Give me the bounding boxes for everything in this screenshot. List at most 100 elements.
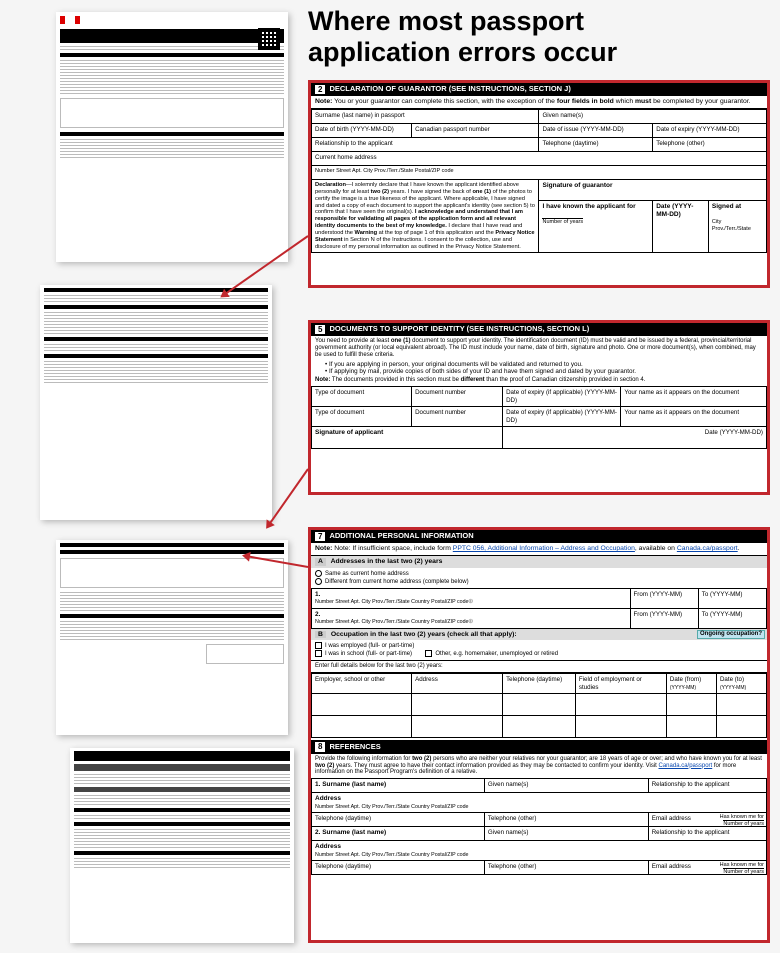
addr-row1: 1. — [315, 591, 320, 598]
section5-bullet2: • If applying by mail, provide copies of… — [311, 368, 767, 375]
link-canada-passport2[interactable]: Canada.ca/passport — [659, 763, 713, 769]
radio-same-address[interactable] — [315, 570, 322, 577]
section2-header: 2 DECLARATION OF GUARANTOR (SEE INSTRUCT… — [311, 83, 767, 96]
ref1-surname: 1. Surname (last name) — [315, 781, 386, 788]
ref2-surname: 2. Surname (last name) — [315, 829, 386, 836]
chk-employed[interactable] — [315, 642, 322, 649]
plus-icon: ⊕ — [468, 598, 473, 605]
section5-intro: You need to provide at least one (1) doc… — [311, 336, 767, 361]
section7-header: 7 ADDITIONAL PERSONAL INFORMATION — [311, 530, 767, 543]
section8-title: REFERENCES — [329, 743, 380, 752]
lbl-doctype1: Type of document — [315, 389, 364, 396]
section7a-options: Same as current home address Different f… — [311, 568, 767, 588]
lbl-sig-guarantor: Signature of guarantor — [542, 182, 612, 189]
col-datefrom: Date (from) — [670, 676, 701, 683]
plus-icon: ⊕ — [468, 618, 473, 625]
lbl-nameon2: Your name as it appears on the document — [624, 409, 739, 416]
lbl-known-for: I have known the applicant for — [542, 203, 635, 210]
lbl-curaddr: Current home address — [315, 154, 377, 161]
qr-code-icon — [258, 28, 280, 50]
ongoing-occupation-button[interactable]: Ongoing occupation? — [697, 630, 765, 639]
section5-header: 5 DOCUMENTS TO SUPPORT IDENTITY (SEE INS… — [311, 323, 767, 336]
section7b-grid: Employer, school or other Address Teleph… — [311, 673, 767, 738]
lbl-from2: From (YYYY-MM) — [634, 611, 683, 618]
section5-bullet1: • If you are applying in person, your or… — [311, 361, 767, 368]
lbl-nameon1: Your name as it appears on the document — [624, 389, 739, 396]
ref1-years: Number of years — [723, 820, 764, 827]
ref2-telday: Telephone (daytime) — [315, 863, 371, 870]
section7a-grid: 1. ⊕ Number Street Apt. City Prov./Terr.… — [311, 588, 767, 629]
lbl-to1: To (YYYY-MM) — [702, 591, 743, 598]
panel-section2: 2 DECLARATION OF GUARANTOR (SEE INSTRUCT… — [308, 80, 770, 288]
section7b-header: B Occupation in the last two (2) years (… — [311, 629, 767, 641]
section7-title: ADDITIONAL PERSONAL INFORMATION — [329, 532, 473, 541]
ref1-addr: Address — [315, 795, 341, 802]
lbl-telother: Telephone (other) — [656, 140, 705, 147]
section7-number: 7 — [315, 532, 325, 541]
section8-number: 8 — [315, 742, 325, 751]
lbl-dob: Date of birth (YYYY-MM-DD) — [315, 126, 394, 133]
lbl-doctype2: Type of document — [315, 409, 364, 416]
section2-title: DECLARATION OF GUARANTOR (SEE INSTRUCTIO… — [329, 85, 570, 94]
section7b-label: Occupation in the last two (2) years (ch… — [331, 631, 517, 638]
col-dateto: Date (to) — [720, 676, 744, 683]
ref1-telday: Telephone (daytime) — [315, 815, 371, 822]
section7a-header: A Addresses in the last two (2) years — [311, 556, 767, 568]
lbl-city: City — [712, 219, 721, 225]
link-canada-passport[interactable]: Canada.ca/passport — [677, 545, 738, 552]
lbl-surname: Surname (last name) in passport — [315, 112, 405, 119]
ref1-email: Email address — [652, 815, 691, 822]
thumb-page2 — [40, 285, 272, 520]
radio-diff-address[interactable] — [315, 578, 322, 585]
section7b-enter: Enter full details below for the last tw… — [311, 660, 767, 673]
page-title: Where most passport application errors o… — [308, 6, 617, 68]
lbl-issue: Date of issue (YYYY-MM-DD) — [542, 126, 623, 133]
lbl-relation: Relationship to the applicant — [315, 140, 393, 147]
lbl-docno2: Document number — [415, 409, 466, 416]
ref2-telother: Telephone (other) — [488, 863, 537, 870]
lbl-sigapp: Signature of applicant — [315, 429, 383, 436]
section5-number: 5 — [315, 325, 325, 334]
ref1-given: Given name(s) — [488, 781, 529, 788]
lbl-expiry: Date of expiry (YYYY-MM-DD) — [656, 126, 739, 133]
section8-header: 8 REFERENCES — [311, 740, 767, 753]
lbl-sigdate: Date (YYYY-MM-DD) — [656, 203, 693, 217]
section2-number: 2 — [315, 85, 325, 94]
section5-title: DOCUMENTS TO SUPPORT IDENTITY (SEE INSTR… — [329, 325, 589, 334]
col-address: Address — [415, 676, 438, 683]
ref2-rel: Relationship to the applicant — [652, 829, 730, 836]
lbl-docno1: Document number — [415, 389, 466, 396]
thumb-page4 — [70, 748, 294, 943]
ref2-years: Number of years — [723, 868, 764, 875]
ref1-rel: Relationship to the applicant — [652, 781, 730, 788]
ref2-given: Given name(s) — [488, 829, 529, 836]
lbl-telday: Telephone (daytime) — [542, 140, 598, 147]
title-line1: Where most passport — [308, 6, 584, 36]
lbl-docexp1: Date of expiry (if applicable) (YYYY-MM-… — [506, 389, 617, 403]
lbl-given: Given name(s) — [542, 112, 583, 119]
lbl-sigapp-date: Date (YYYY-MM-DD) — [705, 429, 763, 436]
thumb-page3 — [56, 540, 288, 735]
lbl-prov: Prov./Terr./State — [712, 226, 751, 232]
section8-intro: Provide the following information for tw… — [311, 754, 767, 779]
ref2-email: Email address — [652, 863, 691, 870]
col-employer: Employer, school or other — [315, 676, 385, 683]
section5-grid: Type of document Document number Date of… — [311, 386, 767, 449]
thumb-page1 — [56, 12, 288, 262]
section8-grid: 1. Surname (last name) Given name(s) Rel… — [311, 778, 767, 875]
lbl-passno: Canadian passport number — [415, 126, 490, 133]
title-line2: application errors occur — [308, 37, 617, 67]
lbl-num-years: Number of years — [542, 218, 583, 225]
panel-section7-8: 7 ADDITIONAL PERSONAL INFORMATION Note: … — [308, 527, 770, 943]
col-tel: Telephone (daytime) — [506, 676, 562, 683]
section2-note: Note: Note: You or your guarantor can co… — [311, 96, 767, 109]
canada-flag-icon — [60, 16, 80, 24]
lbl-from1: From (YYYY-MM) — [634, 591, 683, 598]
addr-row2: 2. — [315, 611, 320, 618]
letter-b: B — [315, 631, 326, 639]
chk-school[interactable] — [315, 650, 322, 657]
link-pptc056[interactable]: PPTC 056, Additional Information – Addre… — [453, 545, 635, 552]
letter-a: A — [315, 558, 326, 566]
chk-other[interactable] — [425, 650, 432, 657]
section7a-label: Addresses in the last two (2) years — [331, 558, 443, 565]
